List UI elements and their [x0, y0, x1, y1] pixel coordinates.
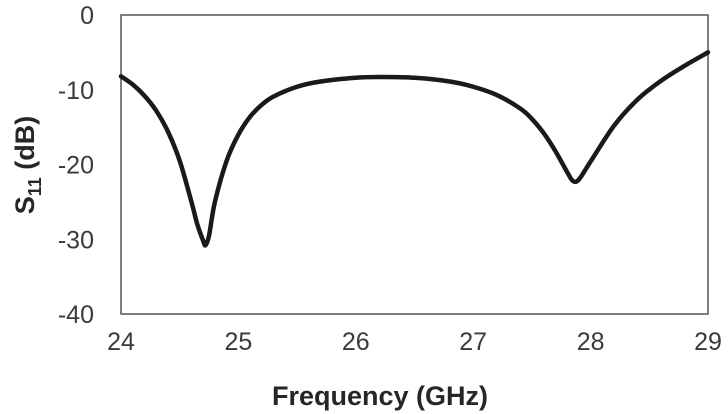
series-layer	[118, 50, 711, 248]
x-tick-label: 26	[342, 328, 370, 356]
plot-area-frame	[120, 14, 709, 315]
y-tick-labels: 0 -10 -20 -30 -40	[58, 2, 94, 329]
y-axis-title-subscript: 11	[25, 177, 45, 196]
x-tick-label: 25	[224, 328, 252, 356]
y-tick-label: -40	[58, 301, 94, 329]
x-tick-label: 29	[694, 328, 722, 356]
y-axis-title-main: S	[10, 196, 40, 214]
y-tick-label: -30	[58, 226, 94, 254]
x-tick-label: 27	[459, 328, 487, 356]
y-axis-title-unit: (dB)	[10, 116, 40, 177]
s11-series-line	[118, 50, 711, 248]
x-tick-label: 24	[107, 328, 135, 356]
x-tick-label: 28	[577, 328, 605, 356]
x-tick-labels: 24 25 26 27 28 29	[107, 328, 722, 356]
y-tick-label: 0	[80, 2, 94, 30]
y-axis-title: S11 (dB)	[10, 116, 45, 215]
y-tick-label: -20	[58, 152, 94, 180]
x-axis-title: Frequency (GHz)	[272, 381, 488, 411]
y-tick-label: -10	[58, 77, 94, 105]
